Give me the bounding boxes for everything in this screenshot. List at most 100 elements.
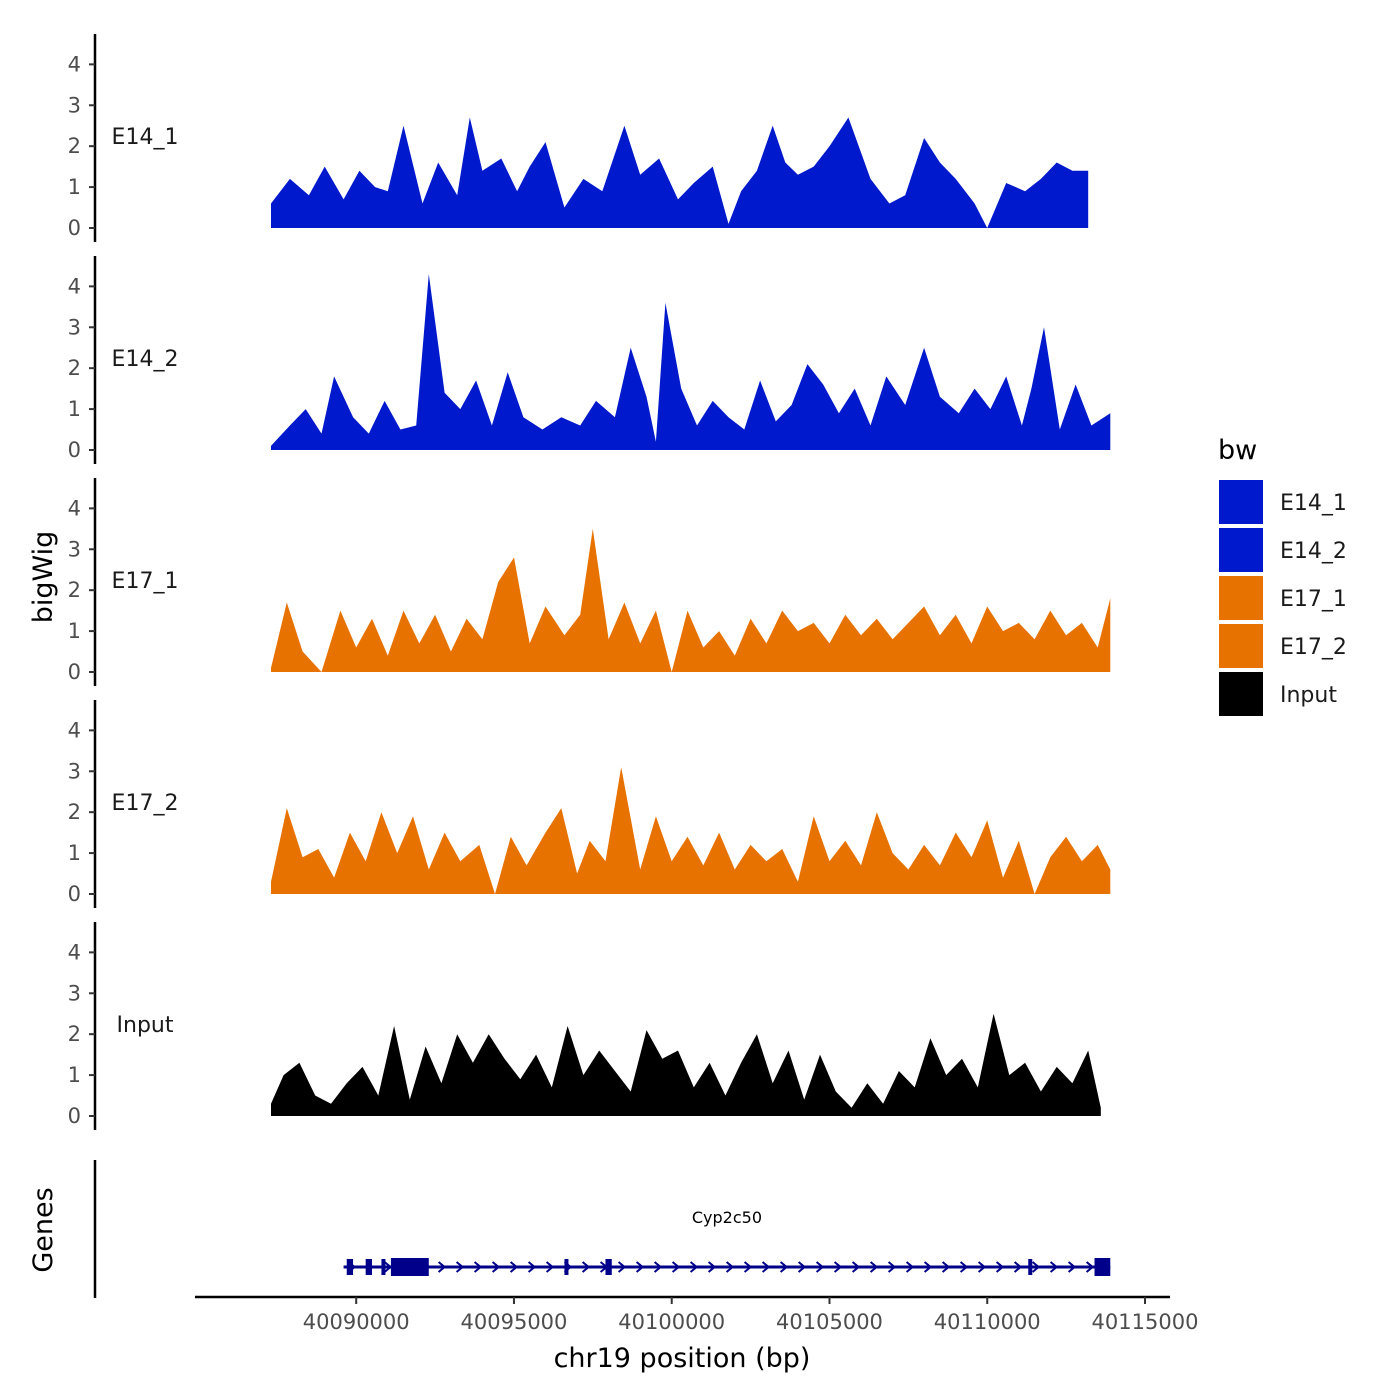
y-tick-label: 1: [68, 397, 81, 421]
x-axis: 40090000 40095000 40100000 40105000 40110000…: [195, 1295, 1199, 1334]
strand-arrow-icon: [455, 1261, 465, 1273]
signal-area-input: [271, 1013, 1101, 1116]
gene-exon: [390, 1258, 429, 1276]
signal-area-e14-2: [271, 274, 1111, 450]
y-tick-label: 4: [68, 496, 81, 520]
legend-swatch-input: [1219, 672, 1263, 716]
legend-label: E17_1: [1280, 587, 1347, 612]
y-axis-title: bigWig: [28, 531, 59, 624]
strand-arrow-icon: [869, 1261, 879, 1273]
strand-arrow-icon: [581, 1261, 591, 1273]
strand-arrow-icon: [635, 1261, 645, 1273]
strand-arrow-icon: [1085, 1261, 1095, 1273]
signal-tracks: 0 1 2 3 4 E14_1 0 1 2 3 4 E14_2 0 1 2 3 4 E17_1 0 1 2 3 4 E17_2…: [68, 34, 1111, 1130]
strand-arrow-icon: [1013, 1261, 1023, 1273]
y-tick-label: 1: [68, 1063, 81, 1087]
y-tick-label: 0: [68, 438, 81, 462]
x-tick-label: 40115000: [1092, 1310, 1199, 1334]
y-tick-label: 1: [68, 619, 81, 643]
gene-exon: [346, 1259, 354, 1275]
y-tick-label: 2: [68, 134, 81, 158]
x-axis-title: chr19 position (bp): [554, 1343, 811, 1374]
track-e17-2: 0 1 2 3 4 E17_2: [68, 700, 1111, 908]
strand-arrow-icon: [959, 1261, 969, 1273]
strand-arrow-icon: [995, 1261, 1005, 1273]
legend-swatch-e17-2: [1219, 624, 1263, 668]
strand-arrow-icon: [473, 1261, 483, 1273]
y-tick-label: 3: [68, 315, 81, 339]
x-tick-label: 40100000: [618, 1310, 725, 1334]
track-label: E17_2: [112, 791, 179, 816]
y-tick-label: 2: [68, 578, 81, 602]
gene-exon: [564, 1259, 569, 1275]
strand-arrow-icon: [1067, 1261, 1077, 1273]
strand-arrow-icon: [437, 1261, 447, 1273]
y-tick-label: 4: [68, 940, 81, 964]
track-label: E14_1: [112, 125, 179, 150]
strand-arrow-icon: [383, 1261, 393, 1273]
strand-arrow-icon: [689, 1261, 699, 1273]
gene-exon: [605, 1259, 612, 1275]
legend-label: E14_2: [1280, 539, 1347, 564]
y-tick-label: 0: [68, 216, 81, 240]
legend-swatch-e14-1: [1219, 480, 1263, 524]
gene-track-panel: Cyp2c50: [93, 1160, 1111, 1298]
x-tick-label: 40095000: [461, 1310, 568, 1334]
strand-arrow-icon: [905, 1261, 915, 1273]
strand-arrow-icon: [851, 1261, 861, 1273]
track-input: 0 1 2 3 4 Input: [68, 922, 1101, 1130]
strand-arrow-icon: [725, 1261, 735, 1273]
legend: bw E14_1 E14_2 E17_1 E17_2 Input: [1218, 435, 1347, 716]
signal-area-e17-1: [271, 528, 1111, 672]
strand-arrow-icon: [743, 1261, 753, 1273]
strand-arrow-icon: [833, 1261, 843, 1273]
track-e14-1: 0 1 2 3 4 E14_1: [68, 34, 1089, 242]
gene-exon: [381, 1259, 386, 1275]
y-tick-label: 1: [68, 841, 81, 865]
y-tick-label: 3: [68, 537, 81, 561]
gene-name-label: Cyp2c50: [692, 1208, 762, 1227]
y-tick-label: 2: [68, 356, 81, 380]
strand-arrow-icon: [761, 1261, 771, 1273]
strand-arrow-icon: [509, 1261, 519, 1273]
strand-arrow-icon: [617, 1261, 627, 1273]
strand-arrow-icon: [545, 1261, 555, 1273]
track-e17-1: 0 1 2 3 4 E17_1: [68, 478, 1111, 686]
track-label: E17_1: [112, 569, 179, 594]
y-tick-label: 0: [68, 882, 81, 906]
strand-arrow-icon: [527, 1261, 537, 1273]
signal-area-e17-2: [271, 767, 1111, 894]
gene-exon: [1028, 1259, 1033, 1275]
y-tick-label: 2: [68, 1022, 81, 1046]
legend-title: bw: [1218, 435, 1257, 466]
track-label: Input: [117, 1013, 174, 1038]
y-tick-label: 3: [68, 93, 81, 117]
strand-arrow-icon: [1031, 1261, 1041, 1273]
legend-label: E14_1: [1280, 491, 1347, 516]
strand-arrow-icon: [671, 1261, 681, 1273]
track-label: E14_2: [112, 347, 179, 372]
x-tick-label: 40110000: [934, 1310, 1041, 1334]
signal-area-e14-1: [271, 117, 1089, 228]
y-tick-label: 0: [68, 1104, 81, 1128]
y-tick-label: 3: [68, 981, 81, 1005]
strand-arrow-icon: [887, 1261, 897, 1273]
y-tick-label: 1: [68, 175, 81, 199]
track-e14-2: 0 1 2 3 4 E14_2: [68, 256, 1111, 464]
strand-arrow-icon: [1049, 1261, 1059, 1273]
gene-exon: [1094, 1258, 1111, 1276]
strand-arrow-icon: [941, 1261, 951, 1273]
legend-label: E17_2: [1280, 635, 1347, 660]
strand-arrow-icon: [815, 1261, 825, 1273]
legend-swatch-e17-1: [1219, 576, 1263, 620]
x-tick-label: 40090000: [303, 1310, 410, 1334]
y-tick-label: 4: [68, 718, 81, 742]
strand-arrow-icon: [977, 1261, 987, 1273]
y-tick-label: 3: [68, 759, 81, 783]
y-tick-label: 0: [68, 660, 81, 684]
gene-exon: [365, 1259, 372, 1275]
y-tick-label: 4: [68, 274, 81, 298]
y-tick-label: 2: [68, 800, 81, 824]
x-tick-label: 40105000: [776, 1310, 883, 1334]
strand-arrow-icon: [491, 1261, 501, 1273]
